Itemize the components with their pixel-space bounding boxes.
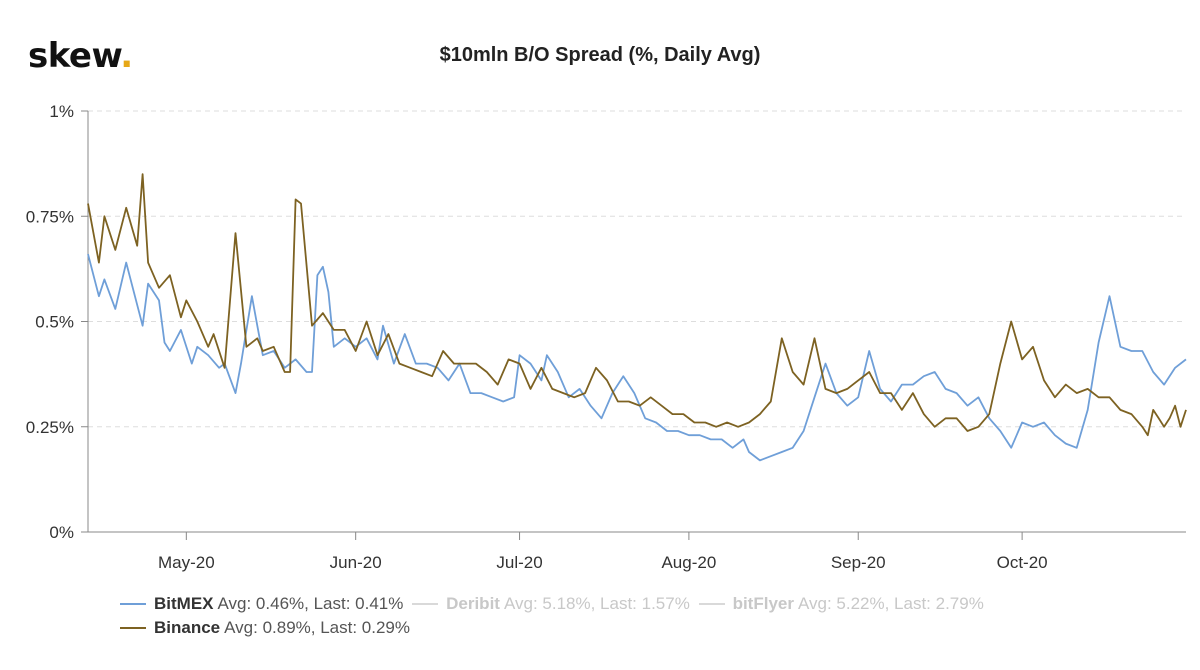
legend-item-binance[interactable]: Binance Avg: 0.89%, Last: 0.29%: [120, 616, 410, 640]
x-tick-label: Oct-20: [997, 553, 1048, 572]
y-tick-label: 1%: [49, 102, 74, 121]
legend-row-2: Binance Avg: 0.89%, Last: 0.29%: [120, 612, 988, 637]
logo-text: skew: [28, 36, 121, 76]
legend-swatch-deribit: [412, 603, 439, 605]
chart-title: $10mln B/O Spread (%, Daily Avg): [439, 44, 761, 66]
y-tick-label: 0%: [49, 523, 74, 542]
legend-item-deribit[interactable]: Deribit Avg: 5.18%, Last: 1.57%: [412, 592, 690, 616]
legend-row-1: BitMEX Avg: 0.46%, Last: 0.41% Deribit A…: [120, 588, 988, 613]
legend-name: bitFlyer: [732, 594, 794, 613]
chart-legend: BitMEX Avg: 0.46%, Last: 0.41% Deribit A…: [120, 588, 988, 637]
legend-stats: Avg: 5.18%, Last: 1.57%: [503, 594, 690, 613]
legend-stats: Avg: 5.22%, Last: 2.79%: [797, 594, 984, 613]
legend-stats: Avg: 0.89%, Last: 0.29%: [224, 618, 411, 637]
legend-name: Deribit: [446, 594, 500, 613]
y-tick-label: 0.5%: [35, 313, 74, 332]
x-tick-label: Jun-20: [330, 553, 382, 572]
series-lines: [87, 173, 1187, 462]
x-tick-label: May-20: [158, 553, 215, 572]
y-tick-label: 0.25%: [26, 418, 74, 437]
x-tick-label: Jul-20: [496, 553, 542, 572]
legend-item-bitflyer[interactable]: bitFlyer Avg: 5.22%, Last: 2.79%: [698, 592, 984, 616]
series-line-binance: [87, 173, 1187, 437]
legend-name: BitMEX: [154, 594, 214, 613]
x-tick-label: Aug-20: [661, 553, 716, 572]
legend-swatch-binance: [120, 627, 146, 629]
legend-stats: Avg: 0.46%, Last: 0.41%: [217, 594, 404, 613]
legend-item-bitmex[interactable]: BitMEX Avg: 0.46%, Last: 0.41%: [120, 592, 403, 616]
skew-logo: skew.: [28, 36, 133, 76]
grid-lines: [88, 110, 1186, 428]
legend-name: Binance: [154, 618, 221, 637]
series-line-bitmex: [87, 253, 1187, 462]
legend-swatch-bitflyer: [698, 603, 725, 605]
legend-swatch-bitmex: [120, 603, 146, 605]
y-tick-label: 0.75%: [26, 207, 74, 226]
axes: 0% 0.25% 0.5% 0.75% 1% May-20 Jun-20 Jul-20 Aug-…: [26, 102, 1186, 572]
logo-dot: .: [120, 36, 133, 76]
x-tick-label: Sep-20: [831, 553, 886, 572]
